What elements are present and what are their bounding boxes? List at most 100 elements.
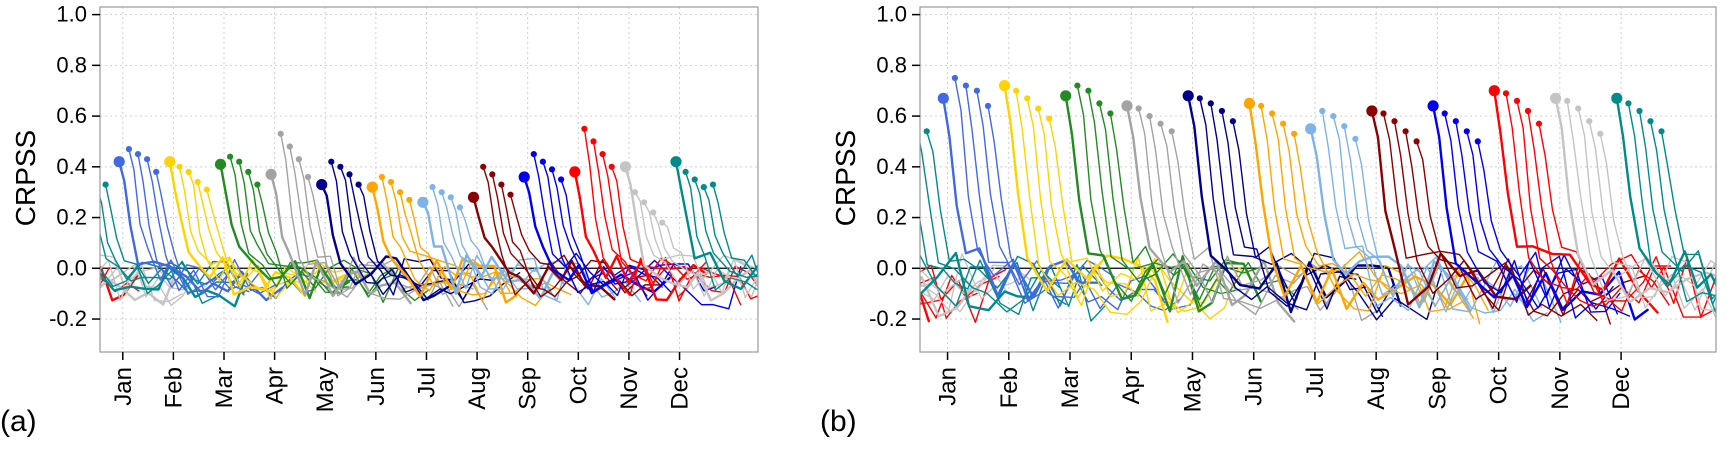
forecast-start-dot [1291, 130, 1298, 137]
forecast-start-dot [1182, 90, 1194, 102]
x-tick-label: May [1179, 367, 1206, 412]
forecast-start-dot [316, 179, 328, 191]
forecast-line [1638, 110, 1716, 300]
forecast-start-dot [1452, 118, 1459, 125]
x-tick-label: Mar [211, 367, 238, 408]
forecast-start-dot [1647, 118, 1654, 125]
forecast-start-dot [1096, 100, 1103, 107]
forecast-line [1221, 110, 1443, 321]
forecast-start-dot [125, 146, 132, 153]
forecast-start-dot [1024, 95, 1031, 102]
y-tick-label: 0.6 [876, 103, 907, 128]
x-tick-label: Mar [1057, 367, 1084, 408]
forecast-start-dot [1575, 105, 1582, 112]
forecast-line [920, 139, 1061, 313]
y-tick-label: 0.4 [876, 154, 907, 179]
forecast-line [298, 158, 488, 311]
forecast-start-dot [1352, 135, 1359, 142]
forecast-start-dot [1658, 128, 1665, 135]
forecast-start-dot [862, 131, 868, 137]
forecast-line [1649, 120, 1716, 303]
forecast-start-dot [1441, 110, 1448, 117]
forecast-line [920, 268, 1007, 323]
forecast-start-dot [631, 189, 639, 196]
forecast-line [100, 231, 245, 296]
forecast-line [1003, 84, 1169, 323]
forecast-start-dot [659, 219, 666, 226]
forecast-line [280, 133, 454, 307]
panel-a-ylabel: CRPSS [10, 129, 41, 227]
forecast-start-dot [1074, 82, 1081, 89]
forecast-line [643, 201, 758, 289]
forecast-start-dot [1218, 107, 1225, 115]
x-tick-label: Oct [1486, 367, 1513, 405]
forecast-line [920, 251, 1050, 312]
forecast-start-dot [1611, 92, 1623, 104]
x-tick-label: Feb [160, 367, 187, 408]
forecast-start-dot [851, 118, 857, 124]
forecast-start-dot [1586, 118, 1593, 125]
forecast-start-dot [1366, 105, 1378, 117]
forecast-start-dot [1085, 87, 1092, 94]
forecast-start-dot [1550, 92, 1562, 104]
forecast-start-dot [277, 130, 284, 137]
forecast-start-dot [1319, 107, 1326, 115]
x-tick-label: Jul [1302, 367, 1329, 398]
forecast-start-dot [254, 181, 261, 188]
forecast-start-dot [397, 189, 404, 196]
forecast-line [925, 130, 1103, 312]
forecast-start-dot [923, 128, 930, 135]
forecast-start-dot [1013, 87, 1020, 94]
forecast-start-dot [1121, 100, 1133, 112]
forecast-line [954, 77, 1182, 312]
forecast-line [219, 163, 350, 300]
plot-box [99, 6, 759, 353]
forecast-line [920, 253, 1067, 307]
forecast-start-dot [102, 181, 109, 188]
forecast-line [371, 185, 518, 304]
x-tick-label: Sep [515, 367, 542, 410]
forecast-start-dot [962, 82, 969, 89]
forecast-line [146, 158, 329, 299]
forecast-start-dot [164, 156, 176, 168]
forecast-start-dot [518, 171, 530, 183]
forecast-line [1615, 97, 1716, 289]
forecast-line [1404, 130, 1598, 322]
panel-a: -0.2 0.0 0.2 0.4 0.6 0.8 1.0 Jan Feb Mar Apr May Jun… [0, 0, 820, 465]
forecast-start-dot [670, 156, 682, 168]
forecast-line [187, 171, 353, 293]
forecast-start-dot [1229, 118, 1236, 125]
y-tick-label: 1.0 [876, 2, 907, 27]
y-tick-label: 0.8 [56, 52, 87, 77]
forecast-start-dot [829, 98, 835, 104]
y-tick-label: 0.8 [876, 52, 907, 77]
series-group [1, 125, 758, 311]
forecast-start-dot [1, 164, 7, 170]
forecast-start-dot [820, 93, 826, 104]
forecast-start-dot [530, 151, 537, 158]
forecast-line [1588, 120, 1716, 318]
forecast-start-dot [153, 168, 160, 175]
forecast-line [694, 178, 758, 278]
forecast-start-dot [700, 184, 707, 191]
forecast-line [399, 191, 511, 296]
forecast-start-dot [608, 163, 615, 170]
forecast-start-dot [1427, 100, 1439, 112]
forecast-line [1466, 130, 1621, 313]
x-tick-label: Oct [565, 367, 592, 405]
x-tick-label: Jan [110, 367, 137, 406]
forecast-start-dot [1402, 128, 1409, 135]
forecast-line [100, 265, 249, 308]
x-tick-label: Apr [1118, 367, 1145, 404]
forecast-line [441, 191, 561, 303]
forecast-start-dot [438, 189, 445, 196]
forecast-line [1109, 112, 1262, 301]
x-tick-label: Jun [1241, 367, 1268, 406]
forecast-line [1415, 140, 1645, 317]
forecast-start-dot [1463, 128, 1470, 135]
forecast-line [104, 183, 240, 295]
forecast-line [1309, 127, 1472, 312]
y-tick-label: 0.0 [876, 255, 907, 280]
forecast-line [1015, 89, 1191, 315]
forecast-line [920, 275, 975, 318]
